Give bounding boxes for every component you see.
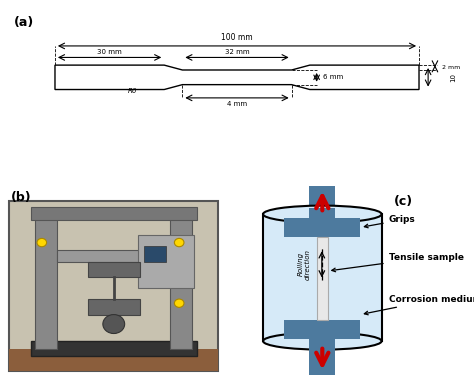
Text: 32 mm: 32 mm xyxy=(225,49,249,55)
Text: R6: R6 xyxy=(128,88,137,94)
Circle shape xyxy=(174,299,184,307)
Text: 10: 10 xyxy=(450,73,456,82)
Text: 100 mm: 100 mm xyxy=(221,33,253,42)
Text: Tensile sample: Tensile sample xyxy=(332,253,464,272)
FancyBboxPatch shape xyxy=(317,237,328,320)
FancyBboxPatch shape xyxy=(88,299,140,315)
Text: Corrosion medium: Corrosion medium xyxy=(365,295,474,315)
Circle shape xyxy=(103,315,125,334)
Text: 6 mm: 6 mm xyxy=(323,74,344,80)
FancyBboxPatch shape xyxy=(31,341,197,356)
FancyBboxPatch shape xyxy=(31,207,197,220)
FancyBboxPatch shape xyxy=(138,235,194,288)
FancyBboxPatch shape xyxy=(309,333,336,375)
Ellipse shape xyxy=(263,333,382,349)
Text: (b): (b) xyxy=(11,191,32,204)
FancyBboxPatch shape xyxy=(171,212,192,349)
FancyBboxPatch shape xyxy=(9,349,219,371)
FancyBboxPatch shape xyxy=(309,176,336,223)
FancyBboxPatch shape xyxy=(35,212,57,349)
FancyBboxPatch shape xyxy=(57,250,171,262)
Text: (c): (c) xyxy=(393,195,412,208)
Ellipse shape xyxy=(263,205,382,223)
FancyBboxPatch shape xyxy=(9,201,219,371)
Text: Rolling
direction: Rolling direction xyxy=(298,249,311,280)
FancyBboxPatch shape xyxy=(88,262,140,277)
Circle shape xyxy=(174,238,184,247)
Text: 2 mm: 2 mm xyxy=(442,65,460,70)
Circle shape xyxy=(37,238,46,247)
Polygon shape xyxy=(284,208,360,237)
Text: 4 mm: 4 mm xyxy=(227,101,247,107)
Polygon shape xyxy=(263,214,382,341)
Text: (a): (a) xyxy=(14,16,34,29)
Text: 30 mm: 30 mm xyxy=(97,49,122,55)
Text: Grips: Grips xyxy=(365,215,415,228)
Polygon shape xyxy=(284,320,360,349)
FancyBboxPatch shape xyxy=(144,246,166,262)
